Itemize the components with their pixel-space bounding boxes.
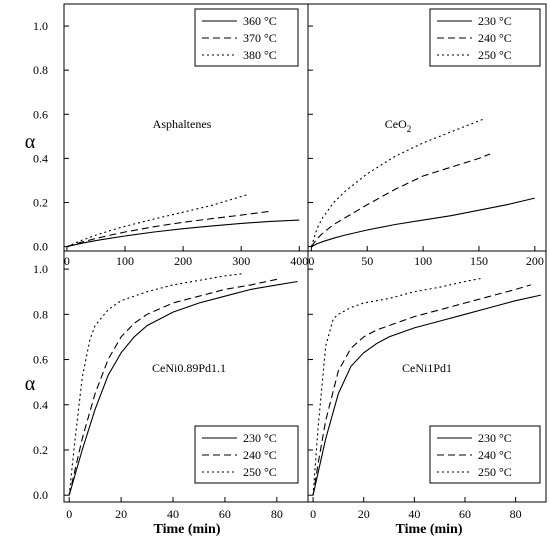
legend: 230 °C 240 °C 250 °C: [194, 425, 299, 484]
series-line-1: [66, 219, 300, 248]
x-tick-label: 200: [174, 254, 192, 268]
y-tick-label: 0.0: [33, 488, 48, 502]
panel-3: 0.0 0.2 0.4 0.6 0.8 1.0 0 20 40 60 80 CeNi0.89Pd1.1…: [33, 250, 309, 521]
x-axis-title-left: Time (min): [153, 522, 220, 537]
plot-frame: [307, 250, 547, 503]
y-tick-label: 0.4: [33, 398, 48, 412]
y-tick-label: 1.0: [33, 19, 48, 33]
legend-entry-1: 230 °C: [478, 431, 512, 445]
legend-entry-2: 240 °C: [243, 448, 277, 462]
y-tick-label: 0.6: [33, 107, 48, 121]
legend-box: [194, 8, 299, 67]
x-tick-label: 300: [232, 254, 250, 268]
x-tick-label: 50: [361, 254, 373, 268]
series-line-1: [68, 280, 298, 496]
legend-entry-3: 250 °C: [243, 465, 277, 479]
x-tick-label: 100: [116, 254, 134, 268]
y-tick-label: 1.0: [33, 262, 48, 276]
x-tick-label: 80: [510, 507, 522, 521]
series-line-3: [310, 118, 485, 247]
series-line-3: [66, 194, 248, 248]
panel-label-subscript: 2: [407, 124, 412, 134]
series-line-3: [68, 273, 244, 496]
x-tick-label: 0: [308, 254, 314, 268]
y-tick-label: 0.6: [33, 353, 48, 367]
panel-4: 0 20 40 60 80 CeNi1Pd1 230 °C 240 °C 250 °C: [307, 250, 547, 521]
legend-entry-1: 230 °C: [243, 431, 277, 445]
x-tick-label: 0: [310, 507, 316, 521]
legend: 230 °C 240 °C 250 °C: [429, 8, 541, 67]
x-tick-label: 80: [271, 507, 283, 521]
legend-entry-3: 250 °C: [478, 465, 512, 479]
x-tick-label: 20: [358, 507, 370, 521]
series-line-2: [310, 153, 491, 247]
legend-entry-3: 380 °C: [243, 48, 277, 62]
y-axis-title-top: α: [25, 131, 36, 153]
legend: 360 °C 370 °C 380 °C: [194, 8, 299, 67]
series-line-1: [312, 294, 542, 496]
series-line-2: [66, 210, 271, 248]
panel-2: 0 50 100 150 200 CeO2 230 °C 240 °C 250 °C: [307, 3, 547, 268]
series-line-2: [68, 278, 278, 496]
legend-entry-2: 370 °C: [243, 31, 277, 45]
x-tick-label: 100: [414, 254, 432, 268]
x-tick-label: 40: [408, 507, 420, 521]
legend-entry-1: 360 °C: [243, 14, 277, 28]
panel-label: Asphaltenes: [153, 117, 212, 131]
series-line-1: [311, 197, 535, 248]
x-tick-label: 20: [115, 507, 127, 521]
x-tick-label: 0: [64, 254, 70, 268]
x-tick-label: 400: [290, 254, 308, 268]
panel-1: 0.0 0.2 0.4 0.6 0.8 1.0 0 100 200 300 400 Asphalten…: [33, 3, 309, 268]
panel-label: CeO2: [385, 117, 412, 134]
panels: 0.00.20.40.60.81.00 100 200 300 400Asphalten…: [33, 3, 547, 521]
y-tick-label: 0.8: [33, 63, 48, 77]
legend-box: [194, 425, 299, 484]
series-line-2: [312, 284, 531, 496]
x-tick-label: 150: [470, 254, 488, 268]
panel-label: CeNi1Pd1: [402, 361, 452, 375]
x-tick-label: 60: [219, 507, 231, 521]
x-tick-label: 200: [526, 254, 544, 268]
y-tick-label: 0.8: [33, 307, 48, 321]
panel-label: CeNi0.89Pd1.1: [152, 361, 226, 375]
y-tick-label: 0.2: [33, 443, 48, 457]
y-tick-label: 0.0: [33, 240, 48, 254]
legend-entry-3: 250 °C: [478, 48, 512, 62]
y-tick-label: 0.4: [33, 151, 48, 165]
legend-entry-2: 240 °C: [478, 448, 512, 462]
x-tick-label: 40: [167, 507, 179, 521]
legend-entry-2: 240 °C: [478, 31, 512, 45]
y-axis-title-bottom: α: [25, 373, 36, 395]
x-axis-title-right: Time (min): [395, 522, 462, 537]
legend-entry-1: 230 °C: [478, 14, 512, 28]
x-tick-label: 0: [66, 507, 72, 521]
x-tick-label: 60: [459, 507, 471, 521]
series-line-3: [312, 277, 483, 496]
y-tick-label: 0.2: [33, 195, 48, 209]
legend: 230 °C 240 °C 250 °C: [429, 425, 541, 484]
